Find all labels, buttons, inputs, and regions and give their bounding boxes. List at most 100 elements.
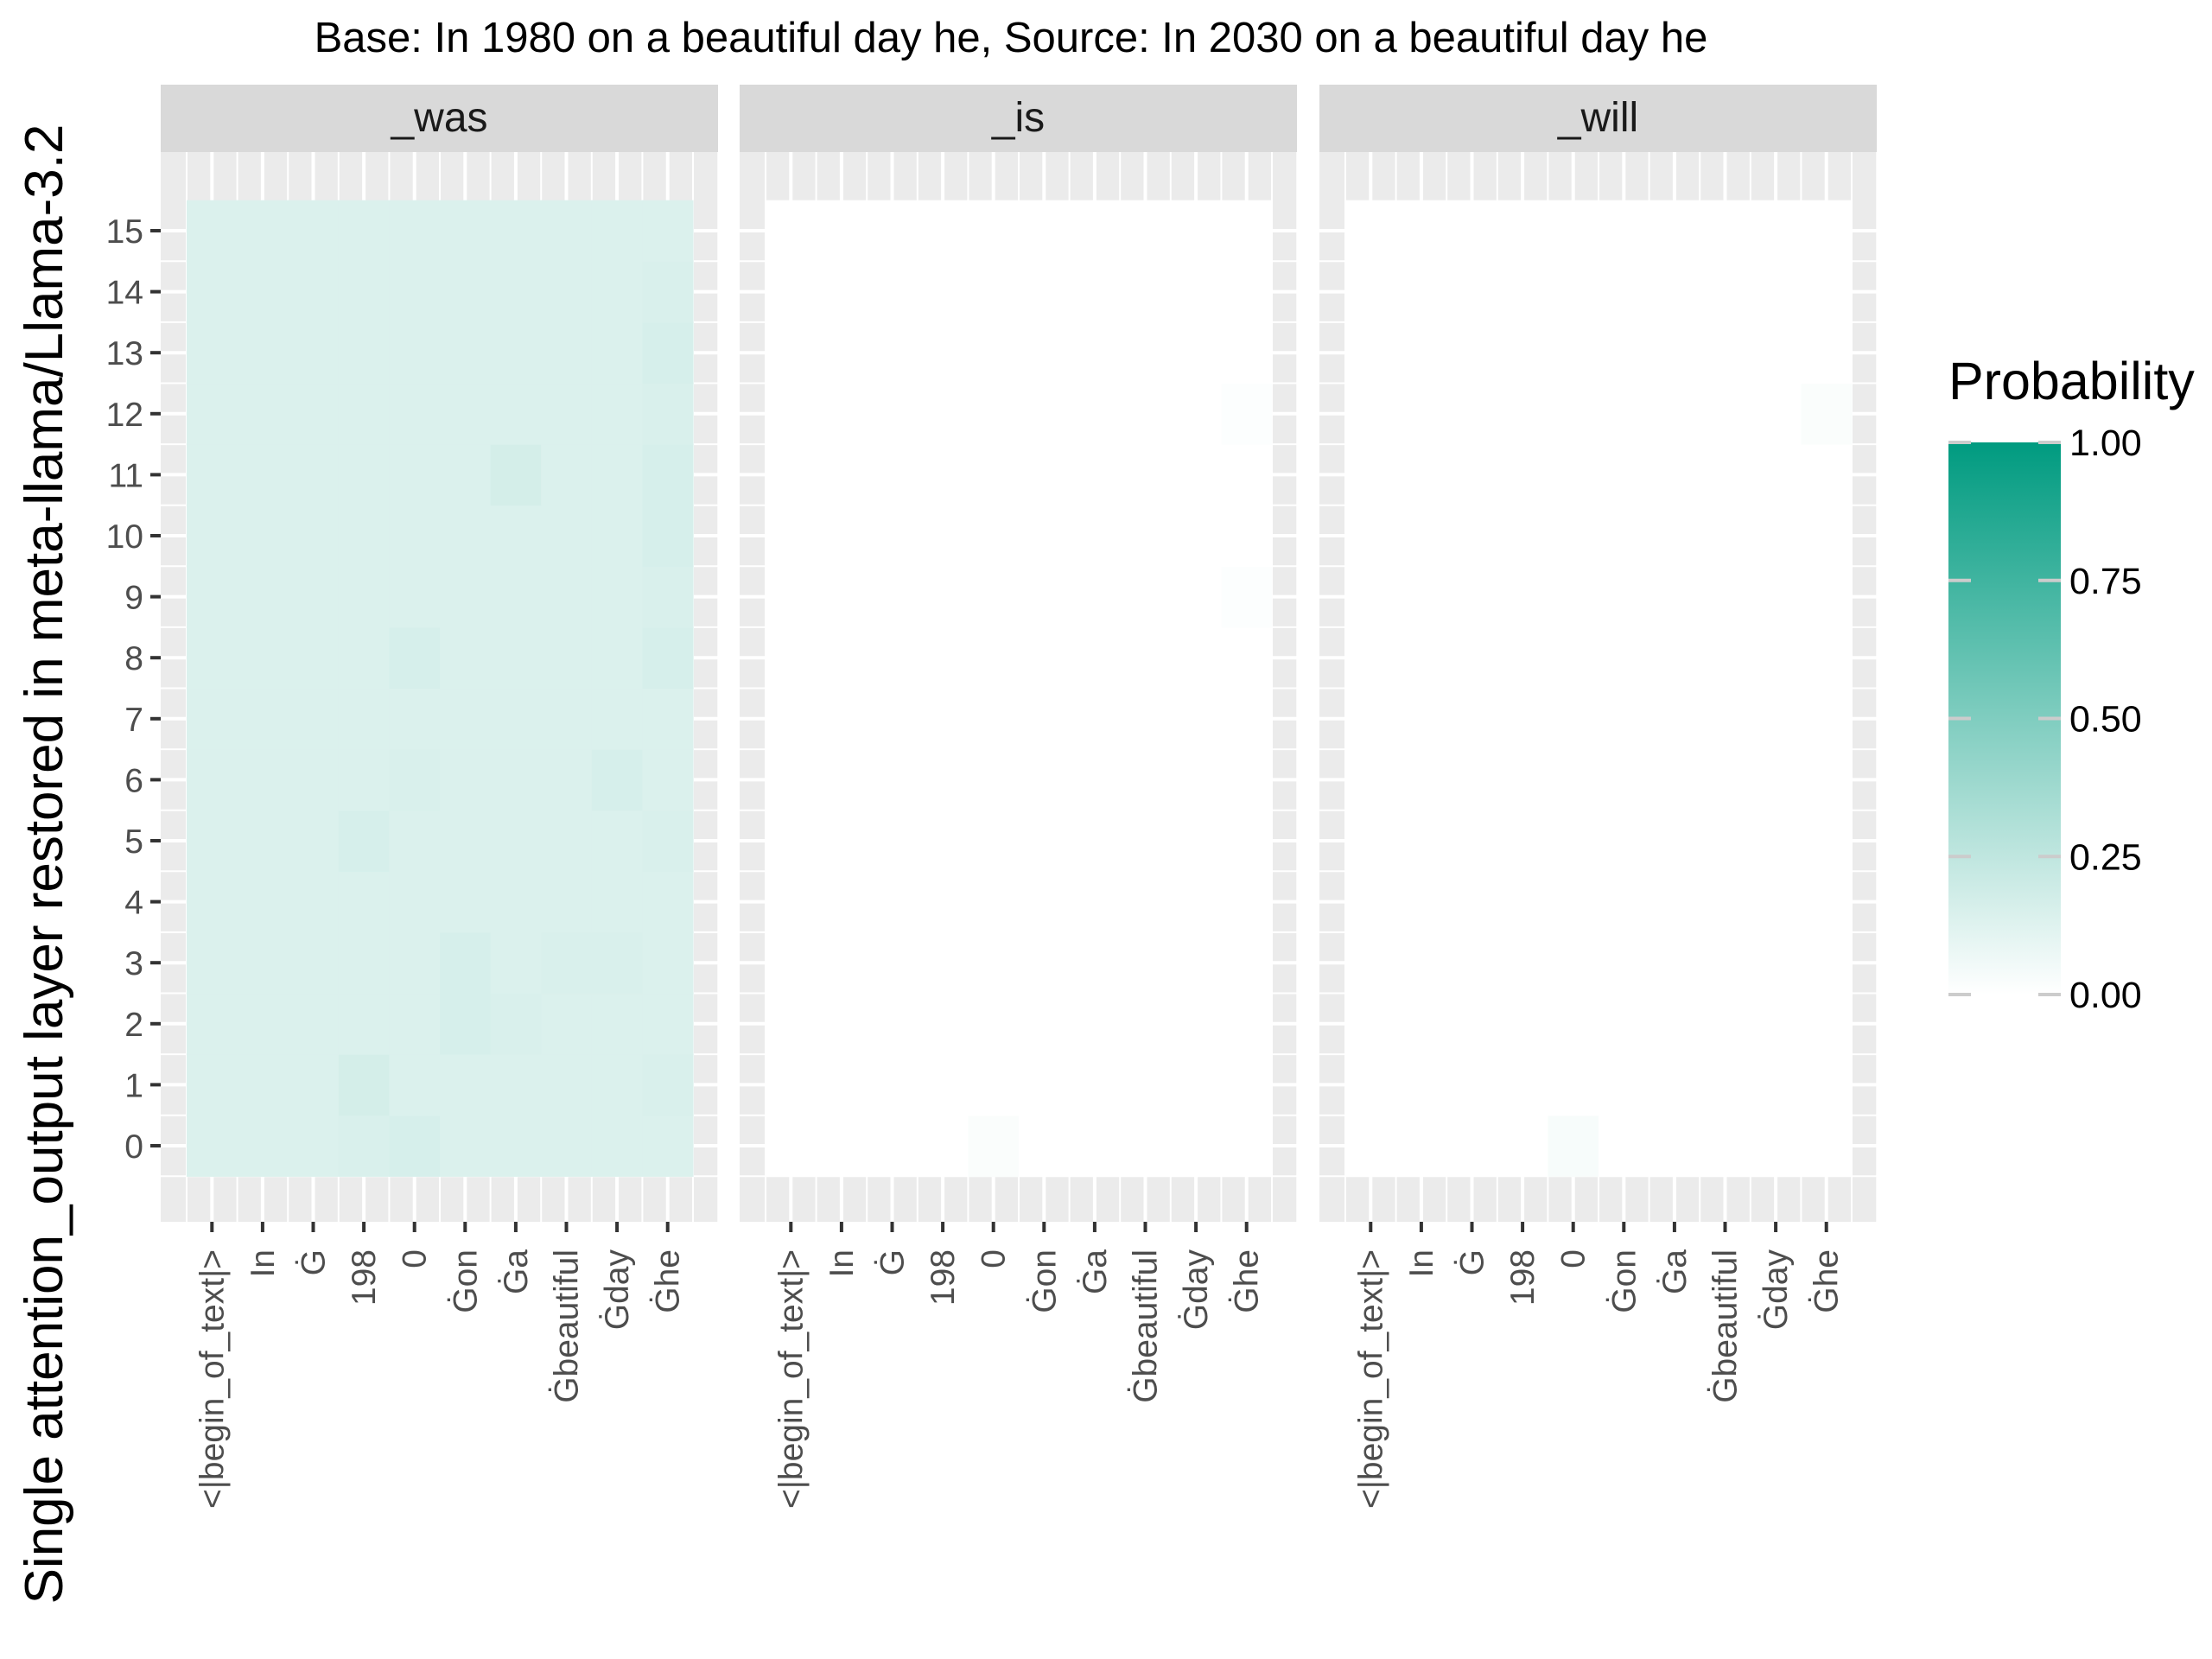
y-tick-label: 14 (106, 275, 143, 312)
heatmap-tile (766, 321, 817, 385)
heatmap-tile (187, 688, 238, 750)
heatmap-tile (237, 626, 289, 690)
heatmap-tile (867, 871, 918, 933)
heatmap-tile (1750, 871, 1802, 933)
heatmap-tile (1221, 321, 1273, 385)
heatmap-tile (288, 810, 340, 872)
heatmap-tile (1599, 444, 1650, 506)
heatmap-tile (591, 444, 643, 506)
heatmap-tile (1019, 871, 1071, 933)
heatmap-tile (1345, 1054, 1397, 1116)
heatmap-tile (1750, 321, 1802, 385)
heatmap-tile (1497, 993, 1548, 1055)
heatmap-tile (766, 200, 817, 262)
heatmap-tile (1019, 1115, 1071, 1177)
heatmap-tile (766, 688, 817, 750)
heatmap-tile (541, 626, 593, 690)
x-tick-label: Ġhe (1228, 1249, 1266, 1313)
x-tick-label: Ġ (295, 1249, 333, 1275)
facet-strip-label: _is (991, 95, 1045, 141)
heatmap-tile (237, 566, 289, 628)
heatmap-tile (490, 688, 542, 750)
heatmap-tile (490, 749, 542, 811)
x-tick-label: Ġhe (649, 1249, 687, 1313)
heatmap-tile (440, 993, 492, 1055)
heatmap-tile (1548, 810, 1599, 872)
y-tick-label: 2 (124, 1007, 143, 1044)
heatmap-tile (1750, 749, 1802, 811)
heatmap-tile (1170, 688, 1222, 750)
heatmap-tile (1120, 749, 1172, 811)
x-tick-label: 0 (397, 1249, 434, 1268)
heatmap-tile (237, 1054, 289, 1116)
heatmap-tile (237, 261, 289, 323)
heatmap-tile (389, 1054, 441, 1116)
heatmap-tile (1069, 261, 1121, 323)
heatmap-tile (541, 993, 593, 1055)
heatmap-tile (1750, 1115, 1802, 1177)
heatmap-tile (1019, 810, 1071, 872)
heatmap-tile (1221, 261, 1273, 323)
heatmap-tile (1019, 444, 1071, 506)
heatmap-tile (1497, 810, 1548, 872)
heatmap-tile (187, 626, 238, 690)
legend-break-label: 1.00 (2069, 423, 2142, 464)
heatmap-tile (867, 505, 918, 567)
heatmap-tile (440, 505, 492, 567)
heatmap-tile (1345, 626, 1397, 690)
x-tick-label: Ġon (446, 1249, 484, 1313)
x-tick-label: In (245, 1249, 282, 1278)
x-tick-label: Ġday (1177, 1249, 1215, 1331)
heatmap-tile (440, 871, 492, 933)
heatmap-tile (338, 200, 390, 262)
heatmap-tile (541, 1115, 593, 1177)
heatmap-tile (1801, 688, 1853, 750)
x-tick-label: Ġon (1605, 1249, 1643, 1313)
heatmap-tile (187, 200, 238, 262)
heatmap-tile (1221, 688, 1273, 750)
heatmap-tile (591, 1054, 643, 1116)
heatmap-tile (490, 321, 542, 385)
heatmap-tile (968, 505, 1020, 567)
heatmap-tile (1221, 1115, 1273, 1177)
heatmap-tile (867, 931, 918, 995)
heatmap-tile (187, 321, 238, 385)
heatmap-tile (1170, 1115, 1222, 1177)
heatmap-tile (1395, 626, 1447, 690)
heatmap-tile (1069, 626, 1121, 690)
heatmap-tile (1700, 931, 1751, 995)
x-tick-label: 0 (1555, 1249, 1592, 1268)
heatmap-tile (490, 810, 542, 872)
heatmap-tile (1170, 444, 1222, 506)
x-tick-label: 198 (346, 1249, 383, 1306)
heatmap-tile (1019, 626, 1071, 690)
heatmap-tile (816, 931, 868, 995)
x-tick-label: <|begin_of_text|> (772, 1249, 810, 1509)
heatmap-tile (440, 200, 492, 262)
heatmap-tile (1170, 383, 1222, 445)
heatmap-tile (816, 444, 868, 506)
heatmap-tile (1019, 261, 1071, 323)
heatmap-tile (1649, 261, 1700, 323)
heatmap-tile (867, 261, 918, 323)
heatmap-tile (338, 931, 390, 995)
x-tick-label: Ġbeautiful (1127, 1249, 1165, 1403)
heatmap-tile (541, 261, 593, 323)
heatmap-tile (1649, 626, 1700, 690)
heatmap-tile (1221, 1054, 1273, 1116)
heatmap-tile (1497, 261, 1548, 323)
heatmap-tile (1446, 688, 1498, 750)
heatmap-tile (1446, 626, 1498, 690)
heatmap-tile (766, 871, 817, 933)
heatmap-tile (816, 321, 868, 385)
heatmap-tile (440, 566, 492, 628)
heatmap-tile (766, 505, 817, 567)
heatmap-tile (867, 383, 918, 445)
x-tick-label: 0 (976, 1249, 1013, 1268)
heatmap-tile (1069, 749, 1121, 811)
heatmap-tile (1548, 931, 1599, 995)
heatmap-tile (642, 993, 694, 1055)
heatmap-tile (1019, 931, 1071, 995)
heatmap-tile (1801, 871, 1853, 933)
